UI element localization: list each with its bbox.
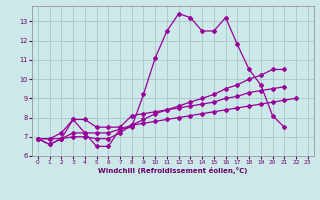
X-axis label: Windchill (Refroidissement éolien,°C): Windchill (Refroidissement éolien,°C) (98, 167, 247, 174)
